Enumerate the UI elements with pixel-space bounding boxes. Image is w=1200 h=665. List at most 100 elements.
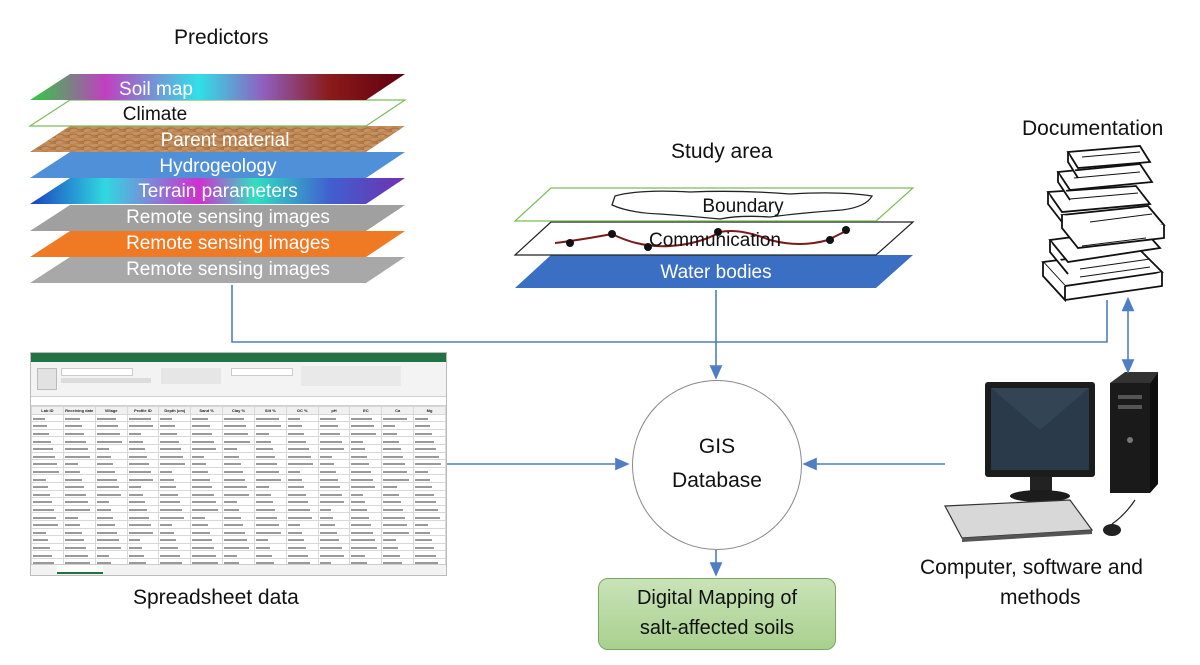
sheet-cell <box>349 535 383 544</box>
road-node <box>644 243 652 251</box>
sheet-cell <box>222 436 255 445</box>
sheet-cell <box>381 489 415 499</box>
sheet-cell <box>158 504 192 514</box>
sheet-cell <box>349 451 383 461</box>
sheet-cell <box>317 550 351 559</box>
sheet-cell <box>126 550 160 559</box>
sheet-cell <box>190 512 224 521</box>
sheet-cell <box>413 489 446 499</box>
sheet-row <box>31 512 446 521</box>
sheet-cell <box>94 451 128 461</box>
sheet-cell <box>253 519 287 529</box>
sheet-row <box>31 527 446 537</box>
sheet-cell <box>94 489 128 499</box>
sheet-cell <box>190 542 224 552</box>
sheet-cell <box>158 512 192 521</box>
sheet-cell <box>222 519 255 529</box>
sheet-cell <box>381 443 415 453</box>
sheet-cell <box>222 489 255 499</box>
sheet-cell <box>253 443 287 453</box>
sheet-cell <box>94 474 128 483</box>
sheet-cell <box>285 466 319 476</box>
sheet-cell <box>317 481 351 491</box>
sheet-row <box>31 443 446 453</box>
sheet-cell <box>285 527 319 537</box>
road-node <box>826 236 834 244</box>
sheet-cell <box>190 443 224 453</box>
sheet-cell <box>413 428 446 438</box>
sheet-cell <box>158 535 192 544</box>
sheet-cell <box>381 413 415 423</box>
sheet-cell <box>253 466 287 476</box>
sheet-cell <box>126 466 160 476</box>
sheet-cell <box>413 413 446 423</box>
sheet-cell <box>413 421 446 430</box>
sheet-cell <box>126 527 160 537</box>
sheet-cell <box>94 542 128 552</box>
gis-line1: GIS <box>698 435 736 458</box>
sheet-cell <box>285 474 319 483</box>
sheet-cell <box>31 421 64 430</box>
sheet-cell <box>413 466 446 476</box>
sheet-cell <box>31 527 64 537</box>
sheet-cell <box>222 428 255 438</box>
sheet-cell <box>94 428 128 438</box>
sheet-cell <box>62 497 96 506</box>
sheet-cell <box>222 535 255 544</box>
sheet-cell <box>349 504 383 514</box>
label-remote-sensing-1: Remote sensing images <box>126 207 330 228</box>
sheet-cell <box>253 504 287 514</box>
layer-hydrogeology <box>30 152 405 178</box>
layer-remote-sensing-2 <box>30 231 405 257</box>
sheet-cell <box>285 535 319 544</box>
sheet-cell <box>381 451 415 461</box>
sheet-cell <box>349 466 383 476</box>
sheet-cell <box>126 428 160 438</box>
sheet-cell <box>413 459 446 468</box>
computer-label-line1: Computer, software and <box>920 556 1143 579</box>
sheet-cell <box>158 497 192 506</box>
sheet-cell <box>94 466 128 476</box>
layer-remote-sensing-1 <box>30 205 405 231</box>
sheet-row <box>31 459 446 468</box>
sheet-cell <box>253 527 287 537</box>
sheet-cell <box>158 413 192 423</box>
sheet-header-cell: Silt % <box>253 406 287 415</box>
sheet-cell <box>158 474 192 483</box>
sheet-cell <box>317 466 351 476</box>
sheet-cell <box>285 542 319 552</box>
sheet-cell <box>285 451 319 461</box>
sheet-cell <box>222 550 255 559</box>
label-remote-sensing-2: Remote sensing images <box>126 233 330 254</box>
sheet-cell <box>253 428 287 438</box>
sheet-cell <box>158 421 192 430</box>
sheet-header-cell: Depth (cm) <box>158 406 192 415</box>
boundary-outline <box>611 190 874 220</box>
sheet-cell <box>190 504 224 514</box>
layer-remote-sensing-3 <box>30 257 405 283</box>
books-icon <box>1041 145 1166 303</box>
sheet-cell <box>31 443 64 453</box>
sheet-cell <box>62 443 96 453</box>
label-soil-map: Soil map <box>119 79 193 100</box>
sheet-row <box>31 436 446 445</box>
output-line1: Digital Mapping of <box>636 587 798 609</box>
sheet-cell <box>31 459 64 468</box>
sheet-cell <box>62 504 96 514</box>
spreadsheet-icon: Lab ID Receiving date Village Profile ID Dep… <box>30 352 447 576</box>
sheet-cell <box>317 497 351 506</box>
status-bar <box>31 564 446 575</box>
sheet-cell <box>62 436 96 445</box>
sheet-cell <box>158 542 192 552</box>
sheet-cell <box>413 519 446 529</box>
sheet-cell <box>381 474 415 483</box>
label-hydrogeology: Hydrogeology <box>159 156 277 177</box>
sheet-cell <box>158 466 192 476</box>
sheet-cell <box>349 413 383 423</box>
sheet-cell <box>349 542 383 552</box>
sheet-cell <box>31 512 64 521</box>
sheet-row <box>31 413 446 423</box>
sheet-cell <box>253 535 287 544</box>
sheet-cell <box>253 512 287 521</box>
